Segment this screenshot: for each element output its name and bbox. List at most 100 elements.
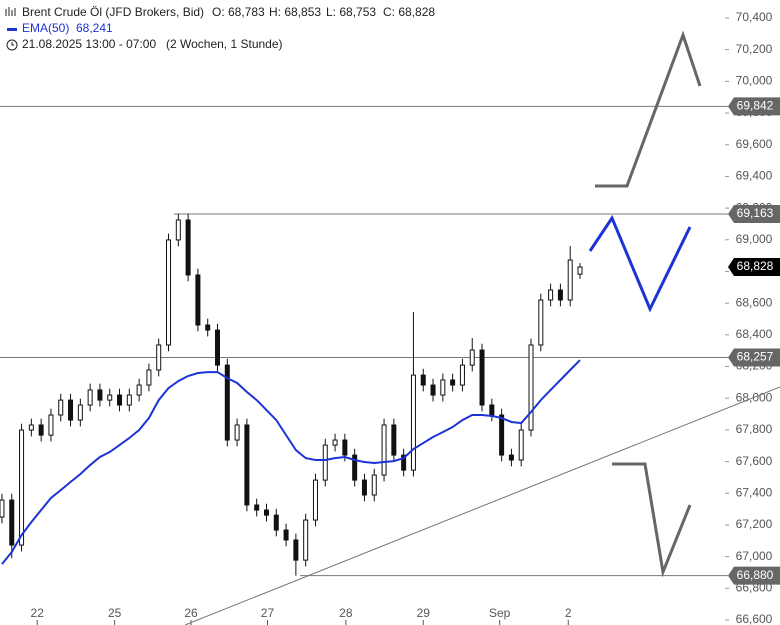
candle-body — [508, 454, 514, 461]
scenario-down-arrow — [612, 462, 692, 578]
chart-title: Brent Crude Öl (JFD Brokers, Bid) — [22, 5, 204, 19]
candle-body — [312, 479, 318, 521]
last-price-badge — [728, 258, 780, 277]
y-tick-label: 69,400 — [736, 169, 773, 183]
y-tick-label: 67,800 — [736, 422, 773, 436]
candle-body — [254, 504, 260, 511]
y-tick-label: 67,400 — [736, 485, 773, 499]
candle-body — [9, 499, 15, 546]
clock-hands — [11, 42, 14, 46]
scenario-range-arrow — [588, 214, 692, 313]
candle-body — [185, 219, 191, 276]
candle-body — [68, 399, 74, 421]
level-label: 69,163 — [737, 206, 774, 220]
y-tick-label: 70,400 — [736, 10, 773, 24]
candle-body — [303, 519, 309, 561]
clock-icon — [6, 39, 18, 51]
candle-body — [224, 364, 230, 441]
x-tick-label: Sep — [489, 606, 511, 620]
ohlc-high: H: 68,853 — [269, 5, 321, 19]
y-tick-label: 70,000 — [736, 74, 773, 88]
candle-body — [195, 274, 201, 326]
candle-body — [352, 454, 358, 481]
candle-body — [273, 514, 279, 531]
y-tick-label: 67,000 — [736, 549, 773, 563]
x-tick-label: 26 — [184, 606, 198, 620]
x-tick-label: 28 — [339, 606, 353, 620]
scenario-up-arrow — [595, 30, 702, 188]
candle-body — [117, 394, 123, 406]
candle-body — [58, 399, 64, 416]
candle-body — [48, 414, 54, 436]
candle-body — [518, 429, 524, 461]
level-label: 69,842 — [737, 99, 774, 113]
candle-body — [342, 439, 348, 456]
candle-body — [489, 404, 495, 416]
candle-body — [166, 239, 172, 346]
y-tick-label: 68,400 — [736, 327, 773, 341]
candle-body — [283, 529, 289, 541]
x-tick-label: 25 — [108, 606, 122, 620]
candle-body — [440, 379, 446, 396]
candle-body — [19, 429, 25, 546]
candle-body — [430, 384, 436, 396]
candle-body — [107, 394, 113, 401]
period: (2 Wochen, 1 Stunde) — [166, 37, 283, 51]
ohlc-open: O: 68,783 — [212, 5, 265, 19]
candle-body — [567, 259, 573, 301]
level-label: 66,880 — [737, 568, 774, 582]
x-tick-label: 2 — [565, 606, 572, 620]
candle-body — [548, 289, 554, 301]
y-tick-label: 68,600 — [736, 295, 773, 309]
legend-swatch — [7, 28, 17, 31]
candle-body — [499, 414, 505, 456]
candle-body — [156, 344, 162, 371]
level-badge — [728, 348, 780, 367]
x-tick-label: 29 — [417, 606, 431, 620]
candle-body — [293, 539, 299, 561]
ohlc-close: C: 68,828 — [383, 5, 435, 19]
candle-body — [244, 424, 250, 506]
candle-body — [450, 379, 456, 386]
level-badge — [728, 97, 780, 116]
candle-body — [205, 324, 211, 331]
x-tick-label: 22 — [31, 606, 45, 620]
candle-body — [38, 424, 44, 436]
candle-body — [77, 404, 83, 421]
level-label: 68,257 — [737, 350, 774, 364]
candle-body — [577, 266, 583, 275]
candle-body — [136, 384, 142, 396]
candle-body — [528, 344, 534, 431]
x-tick-label: 27 — [261, 606, 275, 620]
foreground-layer: 69,842 69,163 68,257 66,880 68,828 — [728, 97, 780, 585]
candle-body — [126, 394, 132, 406]
legend-ema-name: EMA(50) — [22, 21, 69, 35]
y-tick-label: 67,200 — [736, 517, 773, 531]
candle-body — [381, 424, 387, 476]
candle-body — [97, 389, 103, 401]
candle-body — [322, 444, 328, 481]
candle-body — [87, 389, 93, 406]
header: Brent Crude Öl (JFD Brokers, Bid) O: 68,… — [5, 5, 435, 51]
y-tick-label: 69,600 — [736, 137, 773, 151]
candle-body — [371, 474, 377, 496]
candle-body — [479, 349, 485, 406]
level-badge — [728, 566, 780, 585]
candle-body — [420, 374, 426, 386]
candle-body — [459, 364, 465, 386]
candle-body — [410, 374, 416, 471]
date-range: 21.08.2025 13:00 - 07:00 — [22, 37, 156, 51]
candle-body — [0, 499, 5, 518]
legend-ema-value: 68,241 — [76, 21, 113, 35]
candle-body — [146, 369, 152, 386]
y-tick-label: 69,000 — [736, 232, 773, 246]
candle-body — [263, 509, 269, 516]
candle-body — [538, 299, 544, 346]
candle-body — [469, 349, 475, 366]
level-badge — [728, 204, 780, 223]
y-tick-label: 70,200 — [736, 42, 773, 56]
trend-line — [184, 386, 780, 625]
candle-body — [401, 454, 407, 471]
candle-body — [175, 219, 181, 241]
